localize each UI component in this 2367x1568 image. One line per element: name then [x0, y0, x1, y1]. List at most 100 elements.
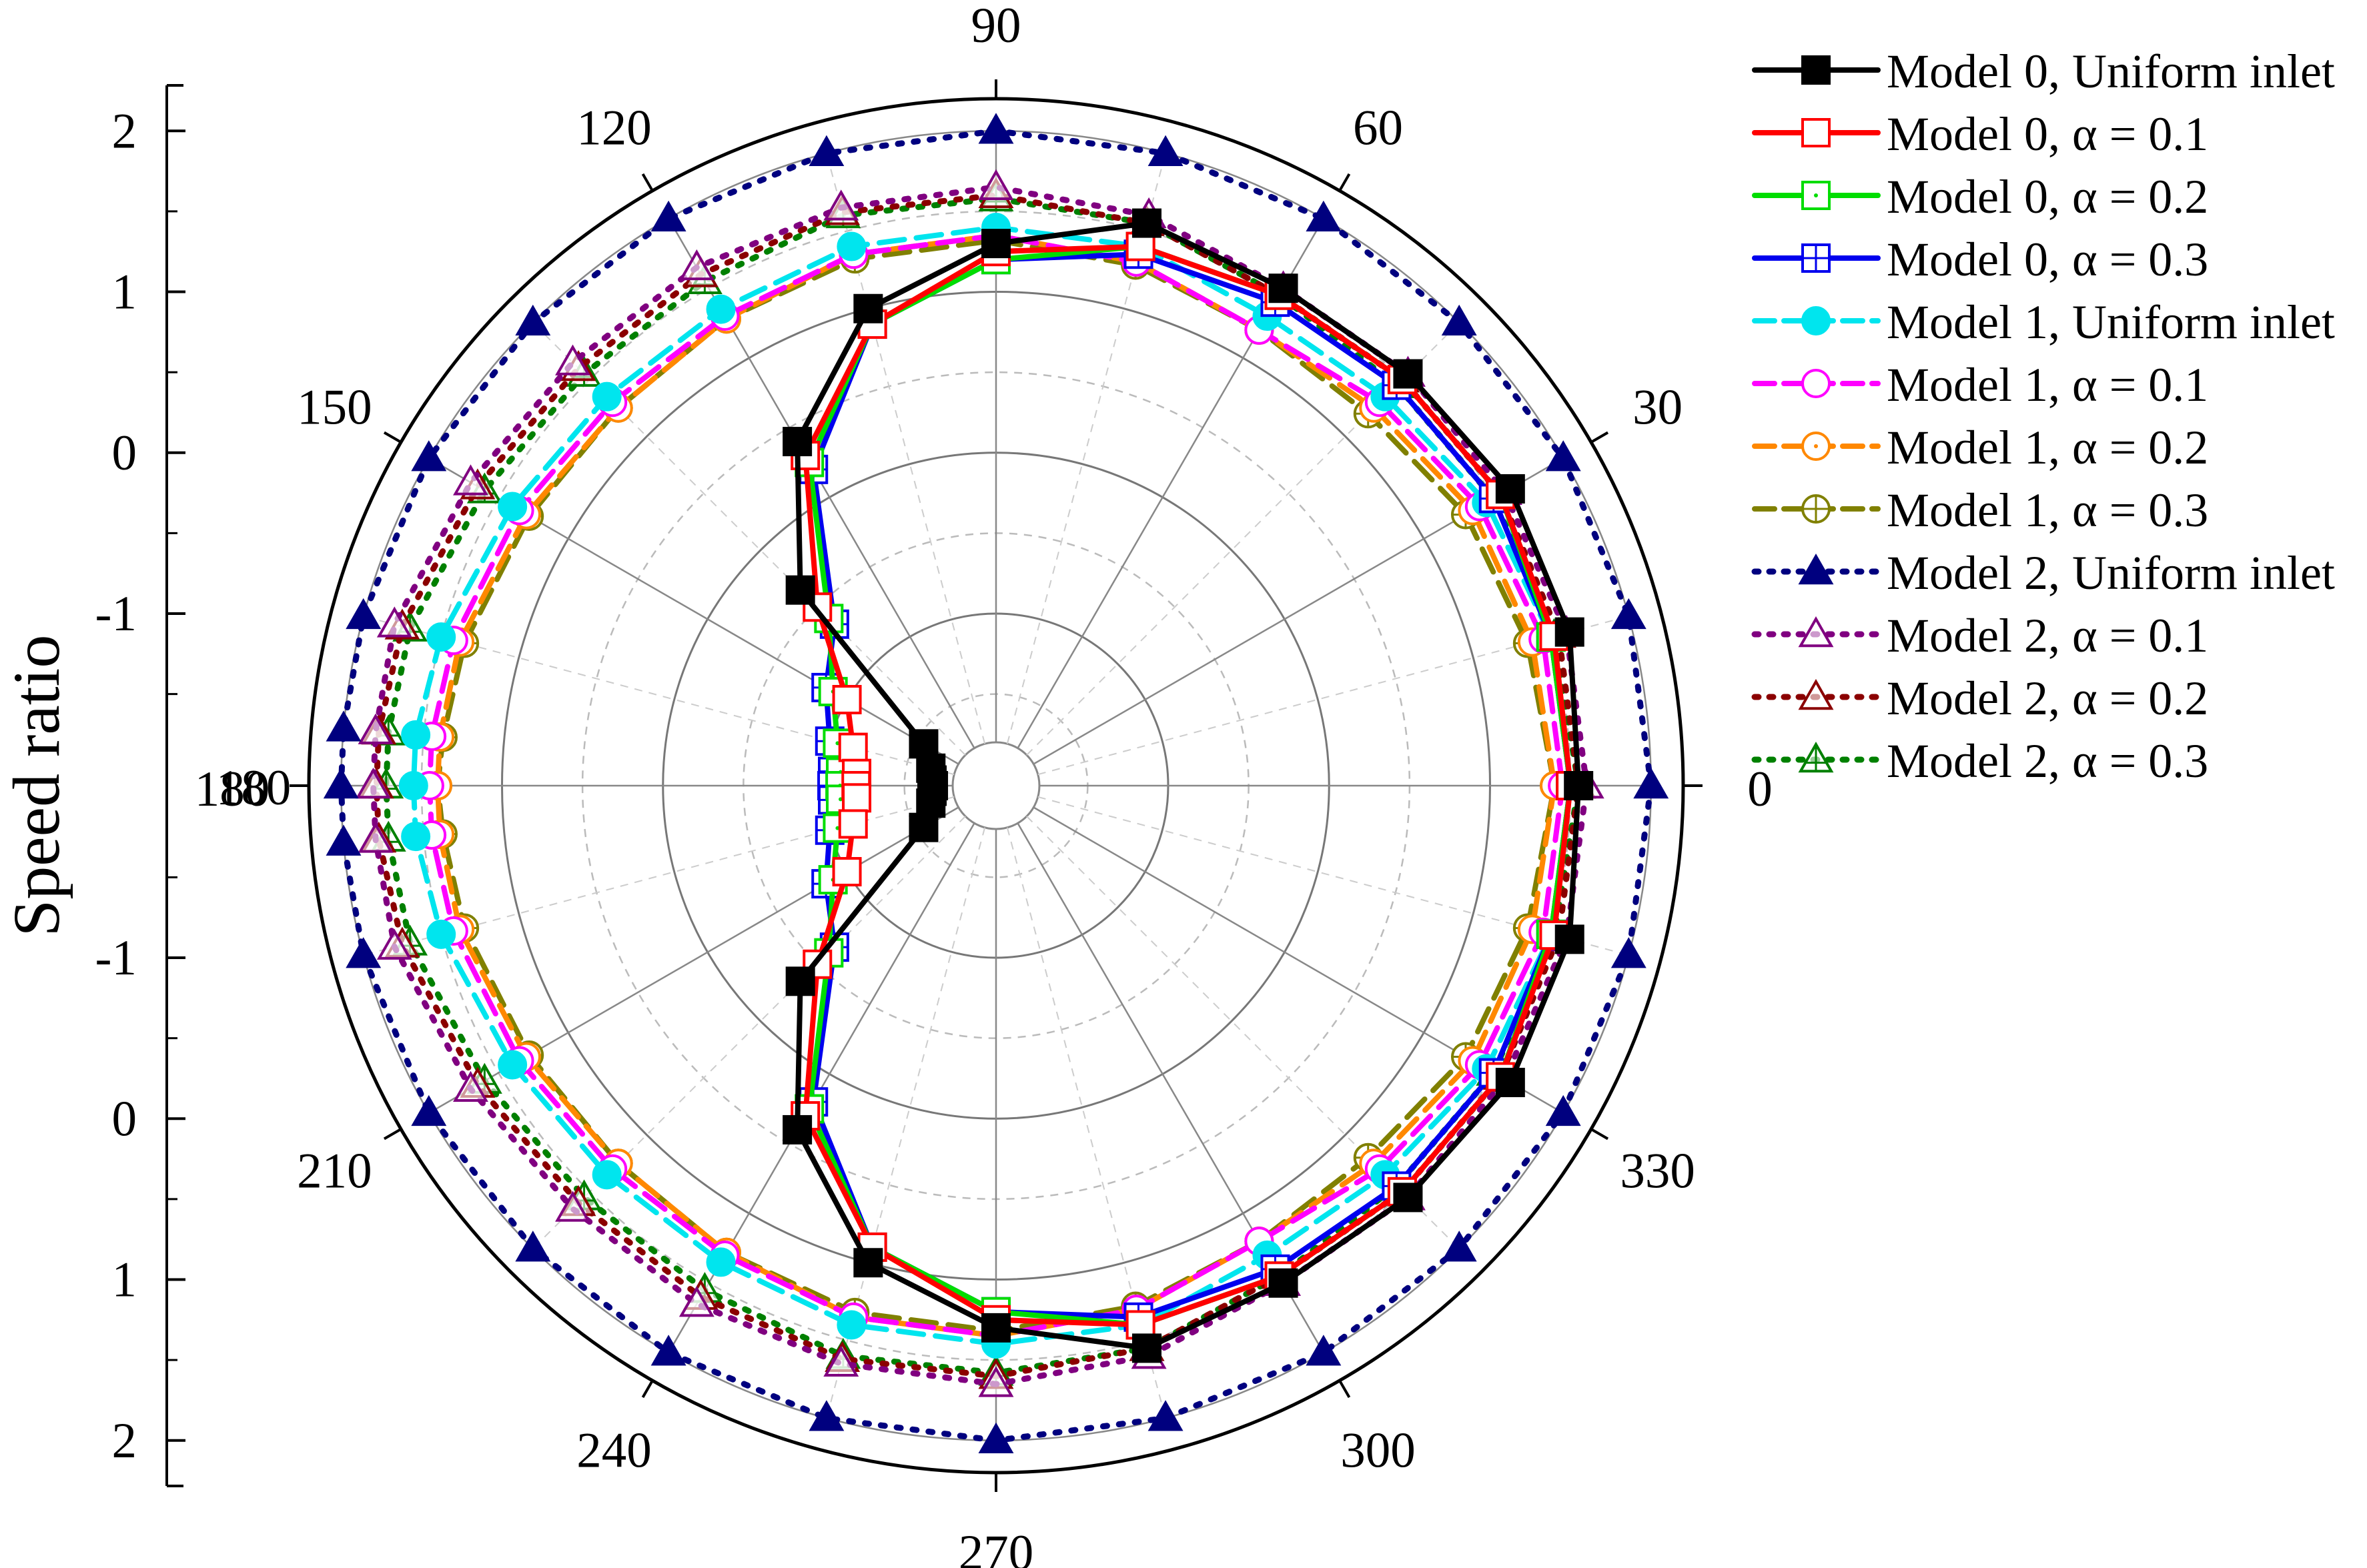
- marker-shape: [809, 1400, 845, 1431]
- legend-label: Model 1, Uniform inlet: [1887, 295, 2335, 349]
- angle-label-90: 90: [971, 0, 1021, 53]
- legend-entry: Model 2, α = 0.3: [1751, 734, 2208, 788]
- angle-tick: [1590, 431, 1609, 444]
- data-point: [785, 575, 815, 605]
- marker-shape: [358, 822, 394, 853]
- data-point: [1633, 767, 1669, 799]
- data-point: [909, 729, 939, 759]
- marker-shape: [515, 1231, 551, 1262]
- marker-shape: [411, 440, 447, 472]
- marker-shape: [1147, 1400, 1184, 1431]
- marker-shape: [376, 606, 412, 638]
- marker-shape: [1147, 135, 1184, 166]
- data-point: [1554, 924, 1584, 954]
- marker-dot: [1814, 193, 1818, 197]
- radial-tick-label-top: 2: [112, 103, 137, 159]
- data-point: [1441, 1231, 1477, 1262]
- legend-entry: Model 0, α = 0.2: [1752, 170, 2208, 223]
- data-point: [592, 1160, 622, 1190]
- marker-shape: [1306, 1335, 1342, 1366]
- angle-label-30: 30: [1632, 380, 1683, 436]
- legend-label: Model 2, α = 0.1: [1887, 609, 2208, 662]
- data-point: [1554, 617, 1584, 647]
- data-point: [323, 767, 359, 799]
- data-point: [515, 304, 551, 336]
- marker-shape: [453, 464, 488, 496]
- radial-tick-label-top: 1: [112, 265, 137, 320]
- data-point: [1147, 1400, 1184, 1431]
- data-point: [1798, 678, 1834, 710]
- data-point: [909, 812, 939, 842]
- marker-shape: [1393, 1183, 1423, 1213]
- marker-shape: [981, 1313, 1011, 1343]
- data-point: [1306, 200, 1342, 232]
- marker-shape: [1306, 200, 1342, 232]
- data-point: [706, 1247, 736, 1277]
- marker-shape: [706, 294, 736, 324]
- data-point: [498, 492, 528, 522]
- data-point: [678, 1286, 715, 1317]
- data-point: [1801, 181, 1831, 210]
- marker-shape: [1545, 440, 1581, 472]
- marker-shape: [1441, 304, 1477, 336]
- data-point: [426, 622, 456, 652]
- radial-tick-label-bottom: 0: [112, 1091, 137, 1146]
- marker-shape: [592, 1160, 622, 1190]
- angle-label-330: 330: [1620, 1144, 1695, 1199]
- data-point: [809, 1400, 845, 1431]
- radial-tick-label-bottom: -1: [95, 930, 137, 986]
- legend-label: Model 2, Uniform inlet: [1887, 546, 2335, 600]
- marker-shape: [838, 732, 868, 762]
- marker-shape: [1798, 678, 1834, 710]
- marker-shape: [823, 1345, 859, 1377]
- data-point: [411, 1094, 447, 1126]
- data-point: [498, 1050, 528, 1080]
- legend-entry: Model 1, α = 0.2: [1752, 421, 2208, 474]
- legend-label: Model 2, α = 0.3: [1887, 734, 2208, 788]
- legend-entry: Model 2, Uniform inlet: [1751, 546, 2335, 600]
- legend-entry: Model 1, α = 0.3: [1752, 484, 2208, 537]
- marker-shape: [842, 783, 872, 813]
- marker-shape: [909, 729, 939, 759]
- marker-shape: [823, 189, 859, 221]
- data-point: [1610, 937, 1646, 968]
- data-point: [981, 229, 1011, 259]
- marker-shape: [785, 575, 815, 605]
- data-point: [823, 1345, 859, 1377]
- marker-shape: [783, 1114, 813, 1144]
- marker-shape: [1801, 306, 1831, 335]
- legend-label: Model 2, α = 0.2: [1887, 672, 2208, 725]
- marker-shape: [1131, 1333, 1161, 1363]
- data-point: [592, 381, 622, 412]
- radial-tick-label-top: -1: [95, 586, 137, 642]
- legend-label: Model 1, α = 0.2: [1887, 421, 2208, 474]
- data-point: [842, 783, 872, 813]
- marker-shape: [498, 492, 528, 522]
- marker-shape: [909, 812, 939, 842]
- marker-shape: [978, 1422, 1014, 1453]
- data-point: [1798, 741, 1834, 773]
- data-point: [978, 1366, 1014, 1397]
- marker-shape: [783, 427, 813, 457]
- data-point: [1798, 616, 1834, 648]
- marker-shape: [1393, 359, 1423, 389]
- data-point: [783, 1114, 813, 1144]
- data-point: [1495, 1068, 1525, 1098]
- legend: Model 0, Uniform inlet Model 0, α = 0.1 Mo…: [1751, 45, 2335, 788]
- data-point: [1441, 304, 1477, 336]
- data-point: [453, 464, 488, 496]
- marker-shape: [832, 857, 862, 886]
- angle-tick: [1338, 1380, 1351, 1399]
- marker-shape: [678, 1286, 715, 1317]
- marker-shape: [426, 919, 456, 949]
- marker-shape: [853, 1248, 883, 1278]
- angle-tick: [1590, 1128, 1609, 1140]
- marker-shape: [1495, 1068, 1525, 1098]
- marker-shape: [1564, 771, 1594, 800]
- data-point: [376, 606, 412, 638]
- marker-shape: [1441, 1231, 1477, 1262]
- radial-tick-label-bottom: 1: [112, 1253, 137, 1308]
- marker-shape: [853, 293, 883, 323]
- marker-shape: [1545, 1094, 1581, 1126]
- data-point: [1495, 474, 1525, 504]
